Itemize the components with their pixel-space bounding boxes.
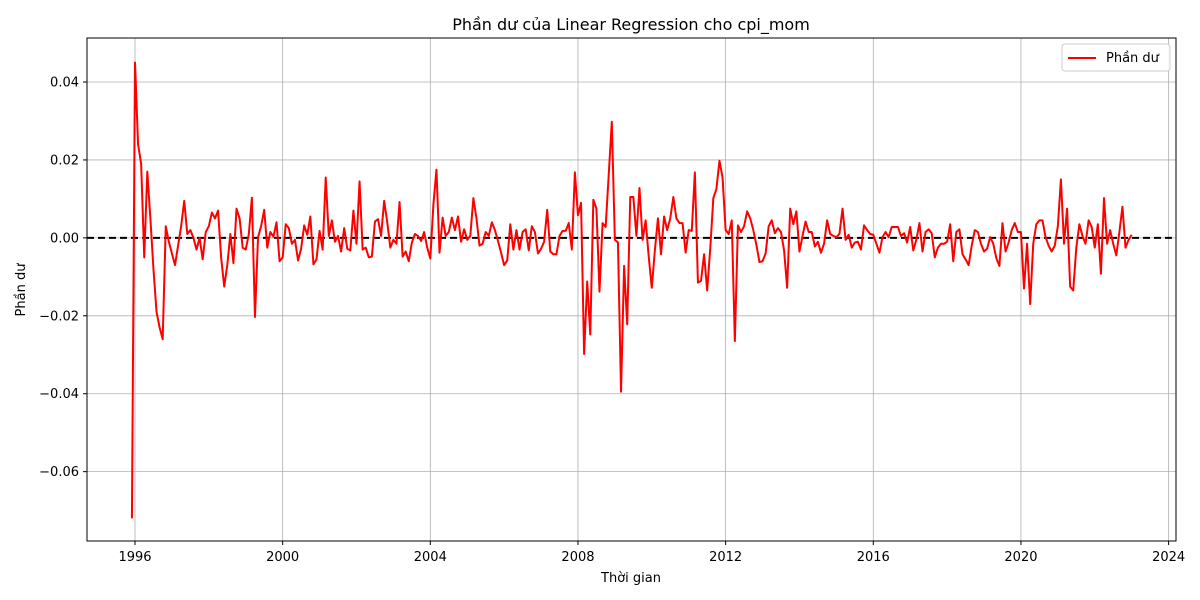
chart-title: Phần dư của Linear Regression cho cpi_mo… bbox=[452, 15, 810, 35]
y-tick-label: −0.06 bbox=[39, 465, 79, 480]
series-group bbox=[130, 61, 1133, 519]
y-tick-label: 0.04 bbox=[50, 76, 79, 91]
series-line-residual bbox=[130, 61, 1133, 519]
plot-frame bbox=[86, 37, 1177, 542]
x-tick-label: 2012 bbox=[709, 550, 742, 565]
legend: Phần dư bbox=[1061, 43, 1171, 72]
legend-box bbox=[1061, 43, 1171, 72]
y-axis-ticks: −0.06 −0.04 −0.02 0.00 0.02 0.04 bbox=[39, 76, 87, 480]
y-tick-label: −0.04 bbox=[39, 387, 79, 402]
y-tick-label: 0.02 bbox=[50, 153, 79, 168]
x-tick-label: 2024 bbox=[1152, 550, 1185, 565]
x-tick-label: 1996 bbox=[118, 550, 151, 565]
y-tick-label: −0.02 bbox=[39, 309, 79, 324]
y-tick-label: 0.00 bbox=[50, 231, 79, 246]
legend-entry-label: Phần dư bbox=[1106, 51, 1160, 66]
x-tick-label: 2016 bbox=[857, 550, 890, 565]
x-axis-label: Thời gian bbox=[600, 571, 661, 586]
x-tick-label: 2004 bbox=[414, 550, 447, 565]
x-tick-label: 2000 bbox=[266, 550, 299, 565]
x-tick-label: 2020 bbox=[1004, 550, 1037, 565]
x-tick-label: 2008 bbox=[561, 550, 594, 565]
x-axis-ticks: 1996 2000 2004 2008 2012 2016 2020 2024 bbox=[118, 541, 1185, 565]
y-axis-label: Phần dư bbox=[14, 263, 29, 317]
